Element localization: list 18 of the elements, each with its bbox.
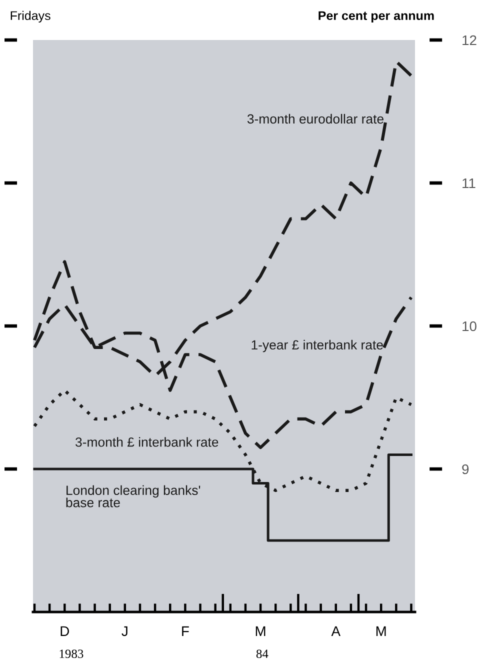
text: 1983	[60, 650, 84, 658]
x-tick-label: F	[182, 626, 189, 636]
x-tick-label: D	[60, 626, 69, 636]
x-tick-label: A	[331, 626, 340, 636]
x-tick-label: J	[122, 626, 128, 636]
series-label: London clearing banks' base rate	[66, 485, 200, 508]
y-axis-title: Per cent per annum	[318, 11, 434, 23]
text: 84	[256, 650, 268, 658]
series-label: 3-month eurodollar rate	[247, 114, 384, 124]
x-tick-label: M	[256, 626, 266, 636]
y-tick-label: 11	[462, 178, 476, 188]
x-axis-title: Fridays	[10, 10, 50, 23]
y-tick-label: 12	[462, 35, 476, 46]
series-label: 3-month £ interbank rate	[76, 437, 218, 447]
series-label: 1-year £ interbank rate	[252, 340, 383, 352]
y-tick-label: 9	[462, 464, 469, 474]
x-tick-label: M	[376, 626, 386, 636]
y-tick-label: 10	[462, 321, 476, 332]
